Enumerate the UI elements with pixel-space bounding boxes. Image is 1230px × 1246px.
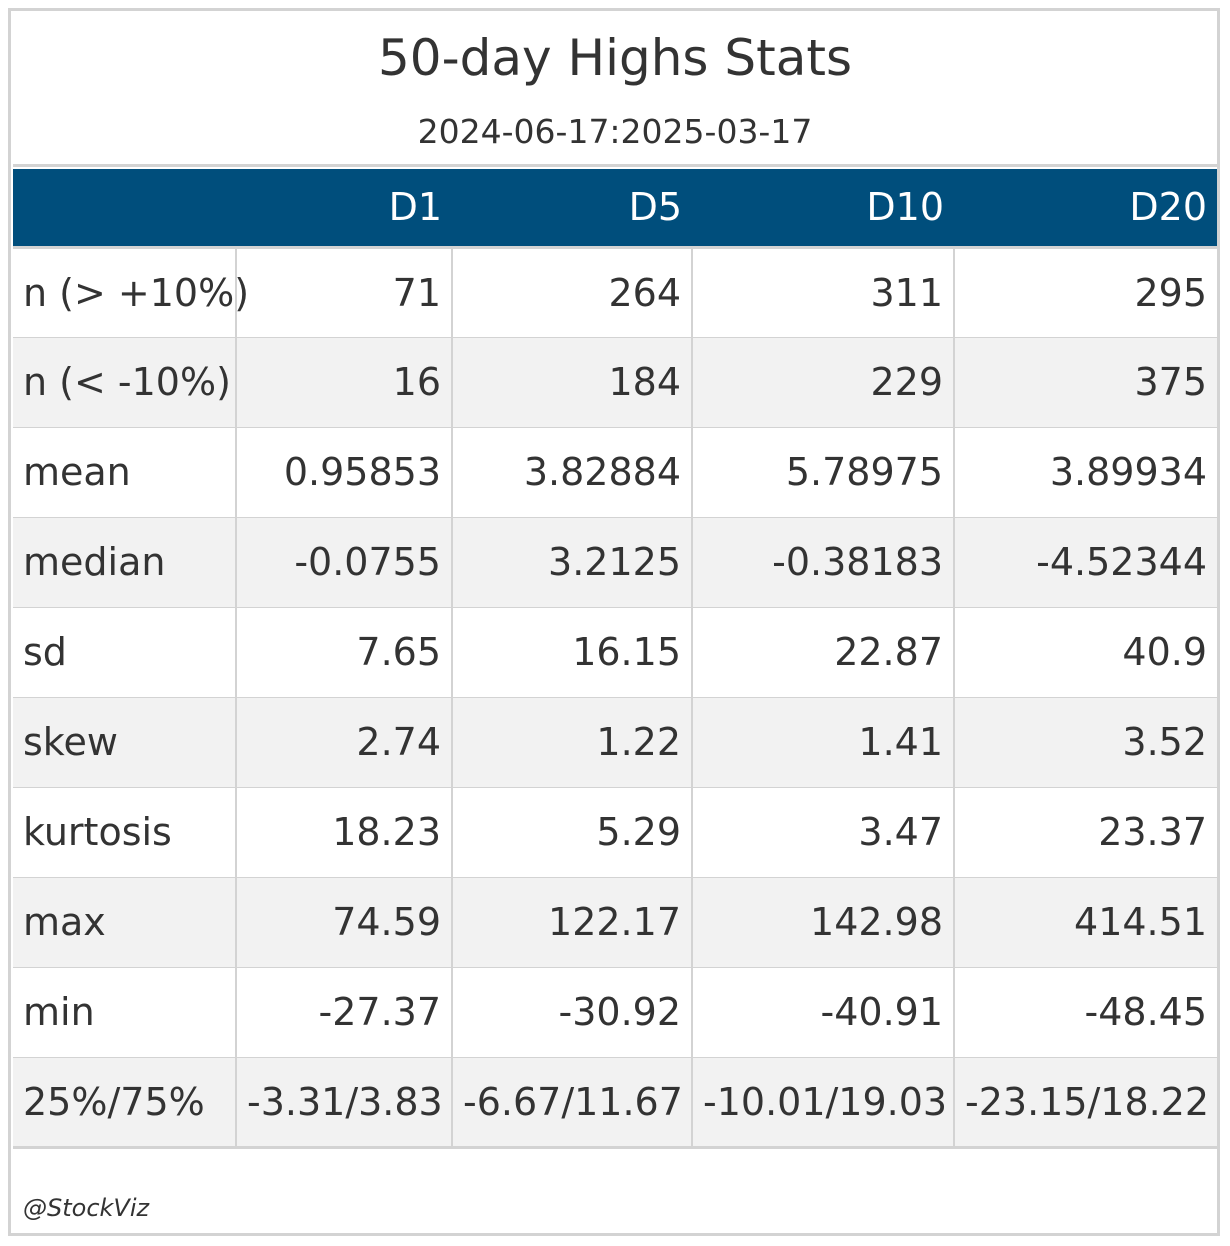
table-cell: 1.22 bbox=[451, 696, 692, 788]
table-cell: -27.37 bbox=[235, 966, 452, 1058]
table-cell: 16.15 bbox=[451, 606, 692, 698]
table-cell: -4.52344 bbox=[953, 516, 1217, 608]
row-label: max bbox=[13, 876, 236, 968]
table-cell: 122.17 bbox=[451, 876, 692, 968]
header-row: D1 D5 D10 D20 bbox=[13, 169, 1217, 249]
table-cell: 74.59 bbox=[235, 876, 452, 968]
stats-table: D1 D5 D10 D20 n (> +10%) 71 264 311 295 … bbox=[13, 169, 1217, 1149]
table-row: mean 0.95853 3.82884 5.78975 3.89934 bbox=[13, 426, 1217, 518]
table-cell: 295 bbox=[953, 246, 1217, 338]
table-cell: -23.15/18.22 bbox=[953, 1056, 1217, 1149]
table-cell: 16 bbox=[235, 336, 452, 428]
column-header-d10: D10 bbox=[692, 169, 954, 249]
table-cell: 3.47 bbox=[691, 786, 954, 878]
table-row: n (< -10%) 16 184 229 375 bbox=[13, 336, 1217, 428]
row-label: mean bbox=[13, 426, 236, 518]
table-cell: -3.31/3.83 bbox=[235, 1056, 452, 1149]
table-cell: 184 bbox=[451, 336, 692, 428]
column-header-d1: D1 bbox=[236, 169, 452, 249]
table-row: kurtosis 18.23 5.29 3.47 23.37 bbox=[13, 786, 1217, 878]
table-cell: 142.98 bbox=[691, 876, 954, 968]
row-label: 25%/75% bbox=[13, 1056, 236, 1149]
table-cell: -0.0755 bbox=[235, 516, 452, 608]
table-cell: 71 bbox=[235, 246, 452, 338]
table-subtitle: 2024-06-17:2025-03-17 bbox=[417, 112, 813, 151]
table-cell: 5.29 bbox=[451, 786, 692, 878]
table-row: max 74.59 122.17 142.98 414.51 bbox=[13, 876, 1217, 968]
table-cell: -48.45 bbox=[953, 966, 1217, 1058]
table-cell: -40.91 bbox=[691, 966, 954, 1058]
table-row: median -0.0755 3.2125 -0.38183 -4.52344 bbox=[13, 516, 1217, 608]
source-credit: @StockViz bbox=[23, 1194, 150, 1222]
table-row: min -27.37 -30.92 -40.91 -48.45 bbox=[13, 966, 1217, 1058]
table-cell: 3.52 bbox=[953, 696, 1217, 788]
column-header-blank bbox=[13, 169, 236, 249]
table-cell: 375 bbox=[953, 336, 1217, 428]
table-cell: 3.82884 bbox=[451, 426, 692, 518]
row-label: median bbox=[13, 516, 236, 608]
table-cell: 22.87 bbox=[691, 606, 954, 698]
row-label: n (< -10%) bbox=[13, 336, 236, 428]
table-cell: 229 bbox=[691, 336, 954, 428]
table-row: sd 7.65 16.15 22.87 40.9 bbox=[13, 606, 1217, 698]
table-cell: 264 bbox=[451, 246, 692, 338]
table-cell: 18.23 bbox=[235, 786, 452, 878]
row-label: sd bbox=[13, 606, 236, 698]
table-title: 50-day Highs Stats bbox=[377, 29, 853, 87]
table-cell: -0.38183 bbox=[691, 516, 954, 608]
row-label: min bbox=[13, 966, 236, 1058]
table-row: n (> +10%) 71 264 311 295 bbox=[13, 246, 1217, 338]
table-cell: 7.65 bbox=[235, 606, 452, 698]
column-header-d5: D5 bbox=[452, 169, 692, 249]
table-cell: 414.51 bbox=[953, 876, 1217, 968]
table-cell: 3.89934 bbox=[953, 426, 1217, 518]
table-cell: 2.74 bbox=[235, 696, 452, 788]
row-label: skew bbox=[13, 696, 236, 788]
table-cell: 0.95853 bbox=[235, 426, 452, 518]
table-cell: -10.01/19.03 bbox=[691, 1056, 954, 1149]
table-cell: 3.2125 bbox=[451, 516, 692, 608]
table-row: 25%/75% -3.31/3.83 -6.67/11.67 -10.01/19… bbox=[13, 1056, 1217, 1149]
heading-divider bbox=[13, 164, 1217, 167]
table-cell: 1.41 bbox=[691, 696, 954, 788]
table-cell: 40.9 bbox=[953, 606, 1217, 698]
table-cell: -30.92 bbox=[451, 966, 692, 1058]
table-row: skew 2.74 1.22 1.41 3.52 bbox=[13, 696, 1217, 788]
table-cell: -6.67/11.67 bbox=[451, 1056, 692, 1149]
table-cell: 23.37 bbox=[953, 786, 1217, 878]
row-label: kurtosis bbox=[13, 786, 236, 878]
table-cell: 311 bbox=[691, 246, 954, 338]
column-header-d20: D20 bbox=[954, 169, 1217, 249]
table-cell: 5.78975 bbox=[691, 426, 954, 518]
row-label: n (> +10%) bbox=[13, 246, 249, 338]
